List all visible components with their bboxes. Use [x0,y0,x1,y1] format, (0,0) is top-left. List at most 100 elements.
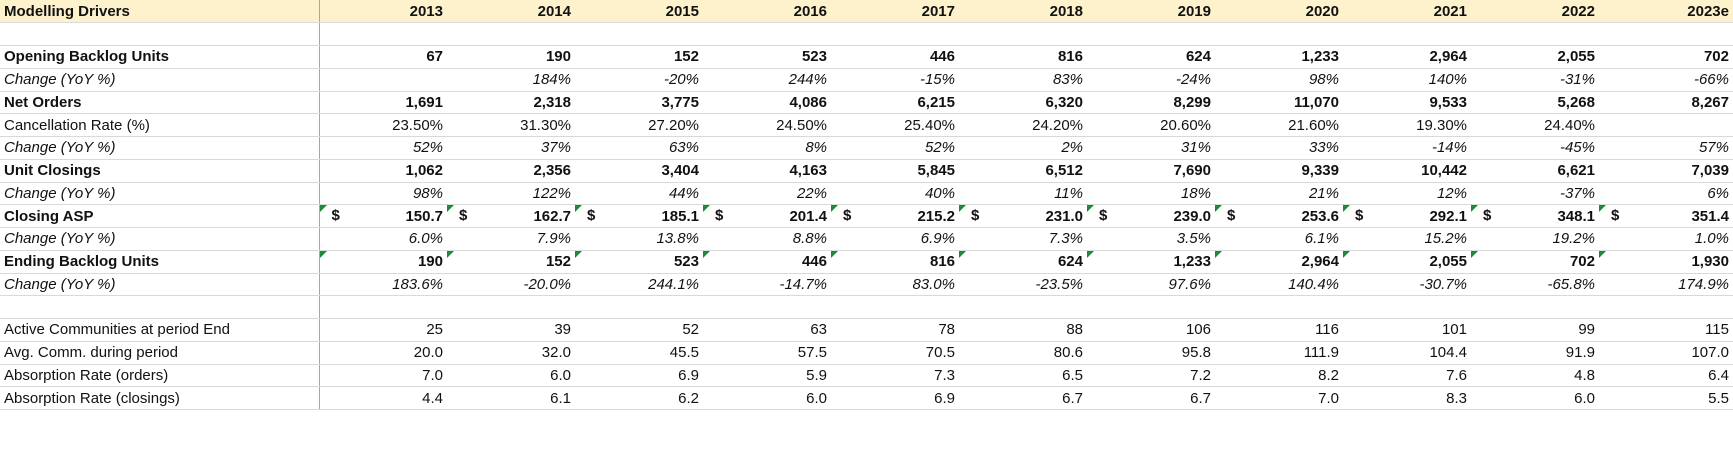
row-label-cell[interactable] [0,295,320,319]
row-label-cell[interactable]: Change (YoY %) [0,182,320,206]
spacer-cell[interactable] [1215,22,1343,46]
spacer-cell[interactable] [575,22,703,46]
value-cell[interactable]: 24.50% [703,113,831,137]
value-cell[interactable]: 98% [319,182,447,206]
value-cell[interactable]: 140% [1343,68,1471,92]
value-cell[interactable]: 2,964 [1215,250,1343,274]
value-cell[interactable]: 6.7 [959,386,1087,410]
value-cell[interactable]: 1,233 [1087,250,1215,274]
value-cell[interactable]: 13.8% [575,227,703,251]
value-cell[interactable]: 6.2 [575,386,703,410]
row-label-cell[interactable]: Avg. Comm. during period [0,341,320,365]
value-cell[interactable]: 1.0% [1599,227,1733,251]
value-cell[interactable]: 8.8% [703,227,831,251]
value-cell[interactable]: 6.9 [575,364,703,388]
value-cell[interactable] [575,295,703,319]
spacer-cell[interactable] [1343,22,1471,46]
year-header-cell[interactable]: 2016 [703,0,831,24]
value-cell[interactable]: 25 [319,318,447,342]
value-cell[interactable]: 6.9% [831,227,959,251]
value-cell[interactable]: 9,533 [1343,91,1471,115]
value-cell[interactable]: 6.0 [1471,386,1599,410]
value-cell[interactable]: 8.3 [1343,386,1471,410]
value-cell[interactable]: 7.6 [1343,364,1471,388]
value-cell[interactable]: -30.7% [1343,273,1471,297]
value-cell[interactable]: $150.7 [319,204,447,228]
row-label-cell[interactable]: Change (YoY %) [0,68,320,92]
value-cell[interactable]: 91.9 [1471,341,1599,365]
value-cell[interactable]: 2,318 [447,91,575,115]
value-cell[interactable]: 3,404 [575,159,703,183]
value-cell[interactable]: $239.0 [1087,204,1215,228]
value-cell[interactable]: 6.1% [1215,227,1343,251]
row-label-cell[interactable]: Opening Backlog Units [0,45,320,69]
row-label-cell[interactable]: Net Orders [0,91,320,115]
value-cell[interactable]: 2,055 [1471,45,1599,69]
value-cell[interactable]: 3,775 [575,91,703,115]
value-cell[interactable]: 6.0 [703,386,831,410]
value-cell[interactable]: 20.60% [1087,113,1215,137]
value-cell[interactable]: 39 [447,318,575,342]
value-cell[interactable] [1471,295,1599,319]
value-cell[interactable]: 190 [447,45,575,69]
value-cell[interactable]: 24.20% [959,113,1087,137]
year-header-cell[interactable]: 2013 [319,0,447,24]
value-cell[interactable]: 1,930 [1599,250,1733,274]
value-cell[interactable]: 99 [1471,318,1599,342]
value-cell[interactable]: $201.4 [703,204,831,228]
value-cell[interactable]: 446 [703,250,831,274]
value-cell[interactable]: 9,339 [1215,159,1343,183]
value-cell[interactable]: 32.0 [447,341,575,365]
year-header-cell[interactable]: 2023e [1599,0,1733,24]
value-cell[interactable] [831,295,959,319]
value-cell[interactable]: 7.0 [1215,386,1343,410]
value-cell[interactable]: 52 [575,318,703,342]
value-cell[interactable]: 111.9 [1215,341,1343,365]
value-cell[interactable]: 107.0 [1599,341,1733,365]
spacer-cell[interactable] [1471,22,1599,46]
value-cell[interactable]: $348.1 [1471,204,1599,228]
row-label-cell[interactable]: Change (YoY %) [0,136,320,160]
value-cell[interactable]: 11% [959,182,1087,206]
value-cell[interactable]: 4,086 [703,91,831,115]
value-cell[interactable]: -65.8% [1471,273,1599,297]
year-header-cell[interactable]: 2019 [1087,0,1215,24]
row-label-cell[interactable]: Change (YoY %) [0,227,320,251]
value-cell[interactable]: 25.40% [831,113,959,137]
row-label-cell[interactable]: Ending Backlog Units [0,250,320,274]
value-cell[interactable]: 816 [831,250,959,274]
value-cell[interactable]: 7.2 [1087,364,1215,388]
value-cell[interactable]: 6.5 [959,364,1087,388]
value-cell[interactable]: $231.0 [959,204,1087,228]
value-cell[interactable]: 33% [1215,136,1343,160]
value-cell[interactable]: 4.4 [319,386,447,410]
header-label-cell[interactable]: Modelling Drivers [0,0,320,24]
spacer-cell[interactable] [447,22,575,46]
value-cell[interactable]: 2% [959,136,1087,160]
spacer-cell[interactable] [0,22,320,46]
value-cell[interactable] [1599,295,1733,319]
value-cell[interactable]: 31% [1087,136,1215,160]
value-cell[interactable]: 7.9% [447,227,575,251]
year-header-cell[interactable]: 2021 [1343,0,1471,24]
value-cell[interactable]: -66% [1599,68,1733,92]
value-cell[interactable]: 7.3 [831,364,959,388]
spacer-cell[interactable] [1599,22,1733,46]
value-cell[interactable]: 31.30% [447,113,575,137]
value-cell[interactable]: 70.5 [831,341,959,365]
value-cell[interactable]: 2,356 [447,159,575,183]
value-cell[interactable]: 6,215 [831,91,959,115]
value-cell[interactable]: 10,442 [1343,159,1471,183]
value-cell[interactable]: -45% [1471,136,1599,160]
value-cell[interactable]: 6.0% [319,227,447,251]
value-cell[interactable]: 116 [1215,318,1343,342]
value-cell[interactable]: 52% [319,136,447,160]
value-cell[interactable]: 6.1 [447,386,575,410]
value-cell[interactable]: 1,691 [319,91,447,115]
value-cell[interactable]: 184% [447,68,575,92]
value-cell[interactable] [703,295,831,319]
value-cell[interactable]: 57% [1599,136,1733,160]
value-cell[interactable]: 5.5 [1599,386,1733,410]
value-cell[interactable]: 98% [1215,68,1343,92]
year-header-cell[interactable]: 2017 [831,0,959,24]
